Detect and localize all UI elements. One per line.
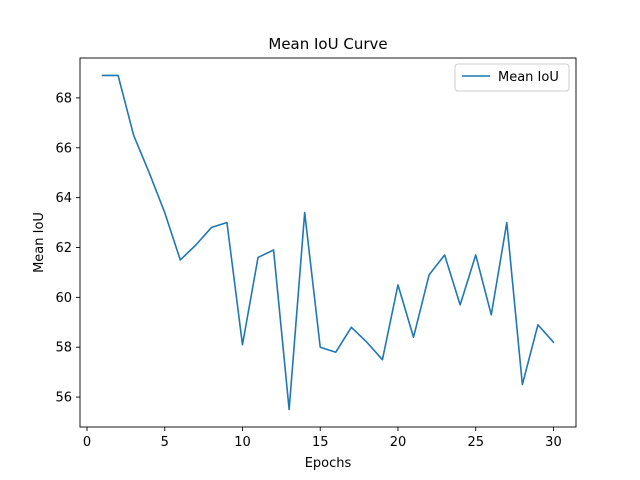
y-tick-label: 66 bbox=[55, 141, 72, 156]
y-tick-label: 62 bbox=[55, 241, 72, 256]
x-tick-label: 0 bbox=[83, 435, 91, 450]
plot-frame bbox=[79, 57, 577, 428]
legend: Mean IoU bbox=[454, 63, 570, 92]
y-tick-label: 58 bbox=[55, 341, 72, 356]
y-tick-label: 60 bbox=[55, 291, 72, 306]
x-tick-label: 15 bbox=[312, 435, 329, 450]
x-tick-label: 5 bbox=[161, 435, 169, 450]
x-tick-label: 25 bbox=[467, 435, 484, 450]
y-tick-label: 68 bbox=[55, 91, 72, 106]
y-axis-label: Mean IoU bbox=[32, 212, 47, 273]
series-line-mean-iou bbox=[101, 74, 555, 411]
x-tick-label: 20 bbox=[390, 435, 407, 450]
y-tick-label: 64 bbox=[55, 191, 72, 206]
plot-area: 0 5 10 15 20 25 30 56 58 60 62 64 66 68 bbox=[55, 57, 577, 450]
chart-title: Mean IoU Curve bbox=[268, 35, 387, 53]
x-tick-label: 30 bbox=[545, 435, 562, 450]
legend-label: Mean IoU bbox=[498, 70, 559, 85]
y-tick-label: 56 bbox=[55, 391, 72, 406]
series-group bbox=[101, 74, 555, 411]
y-axis-ticks: 56 58 60 62 64 66 68 bbox=[55, 91, 80, 406]
legend-frame bbox=[454, 63, 570, 92]
x-axis-label: Epochs bbox=[305, 456, 352, 471]
x-axis-ticks: 0 5 10 15 20 25 30 bbox=[83, 427, 562, 450]
x-tick-label: 10 bbox=[234, 435, 251, 450]
